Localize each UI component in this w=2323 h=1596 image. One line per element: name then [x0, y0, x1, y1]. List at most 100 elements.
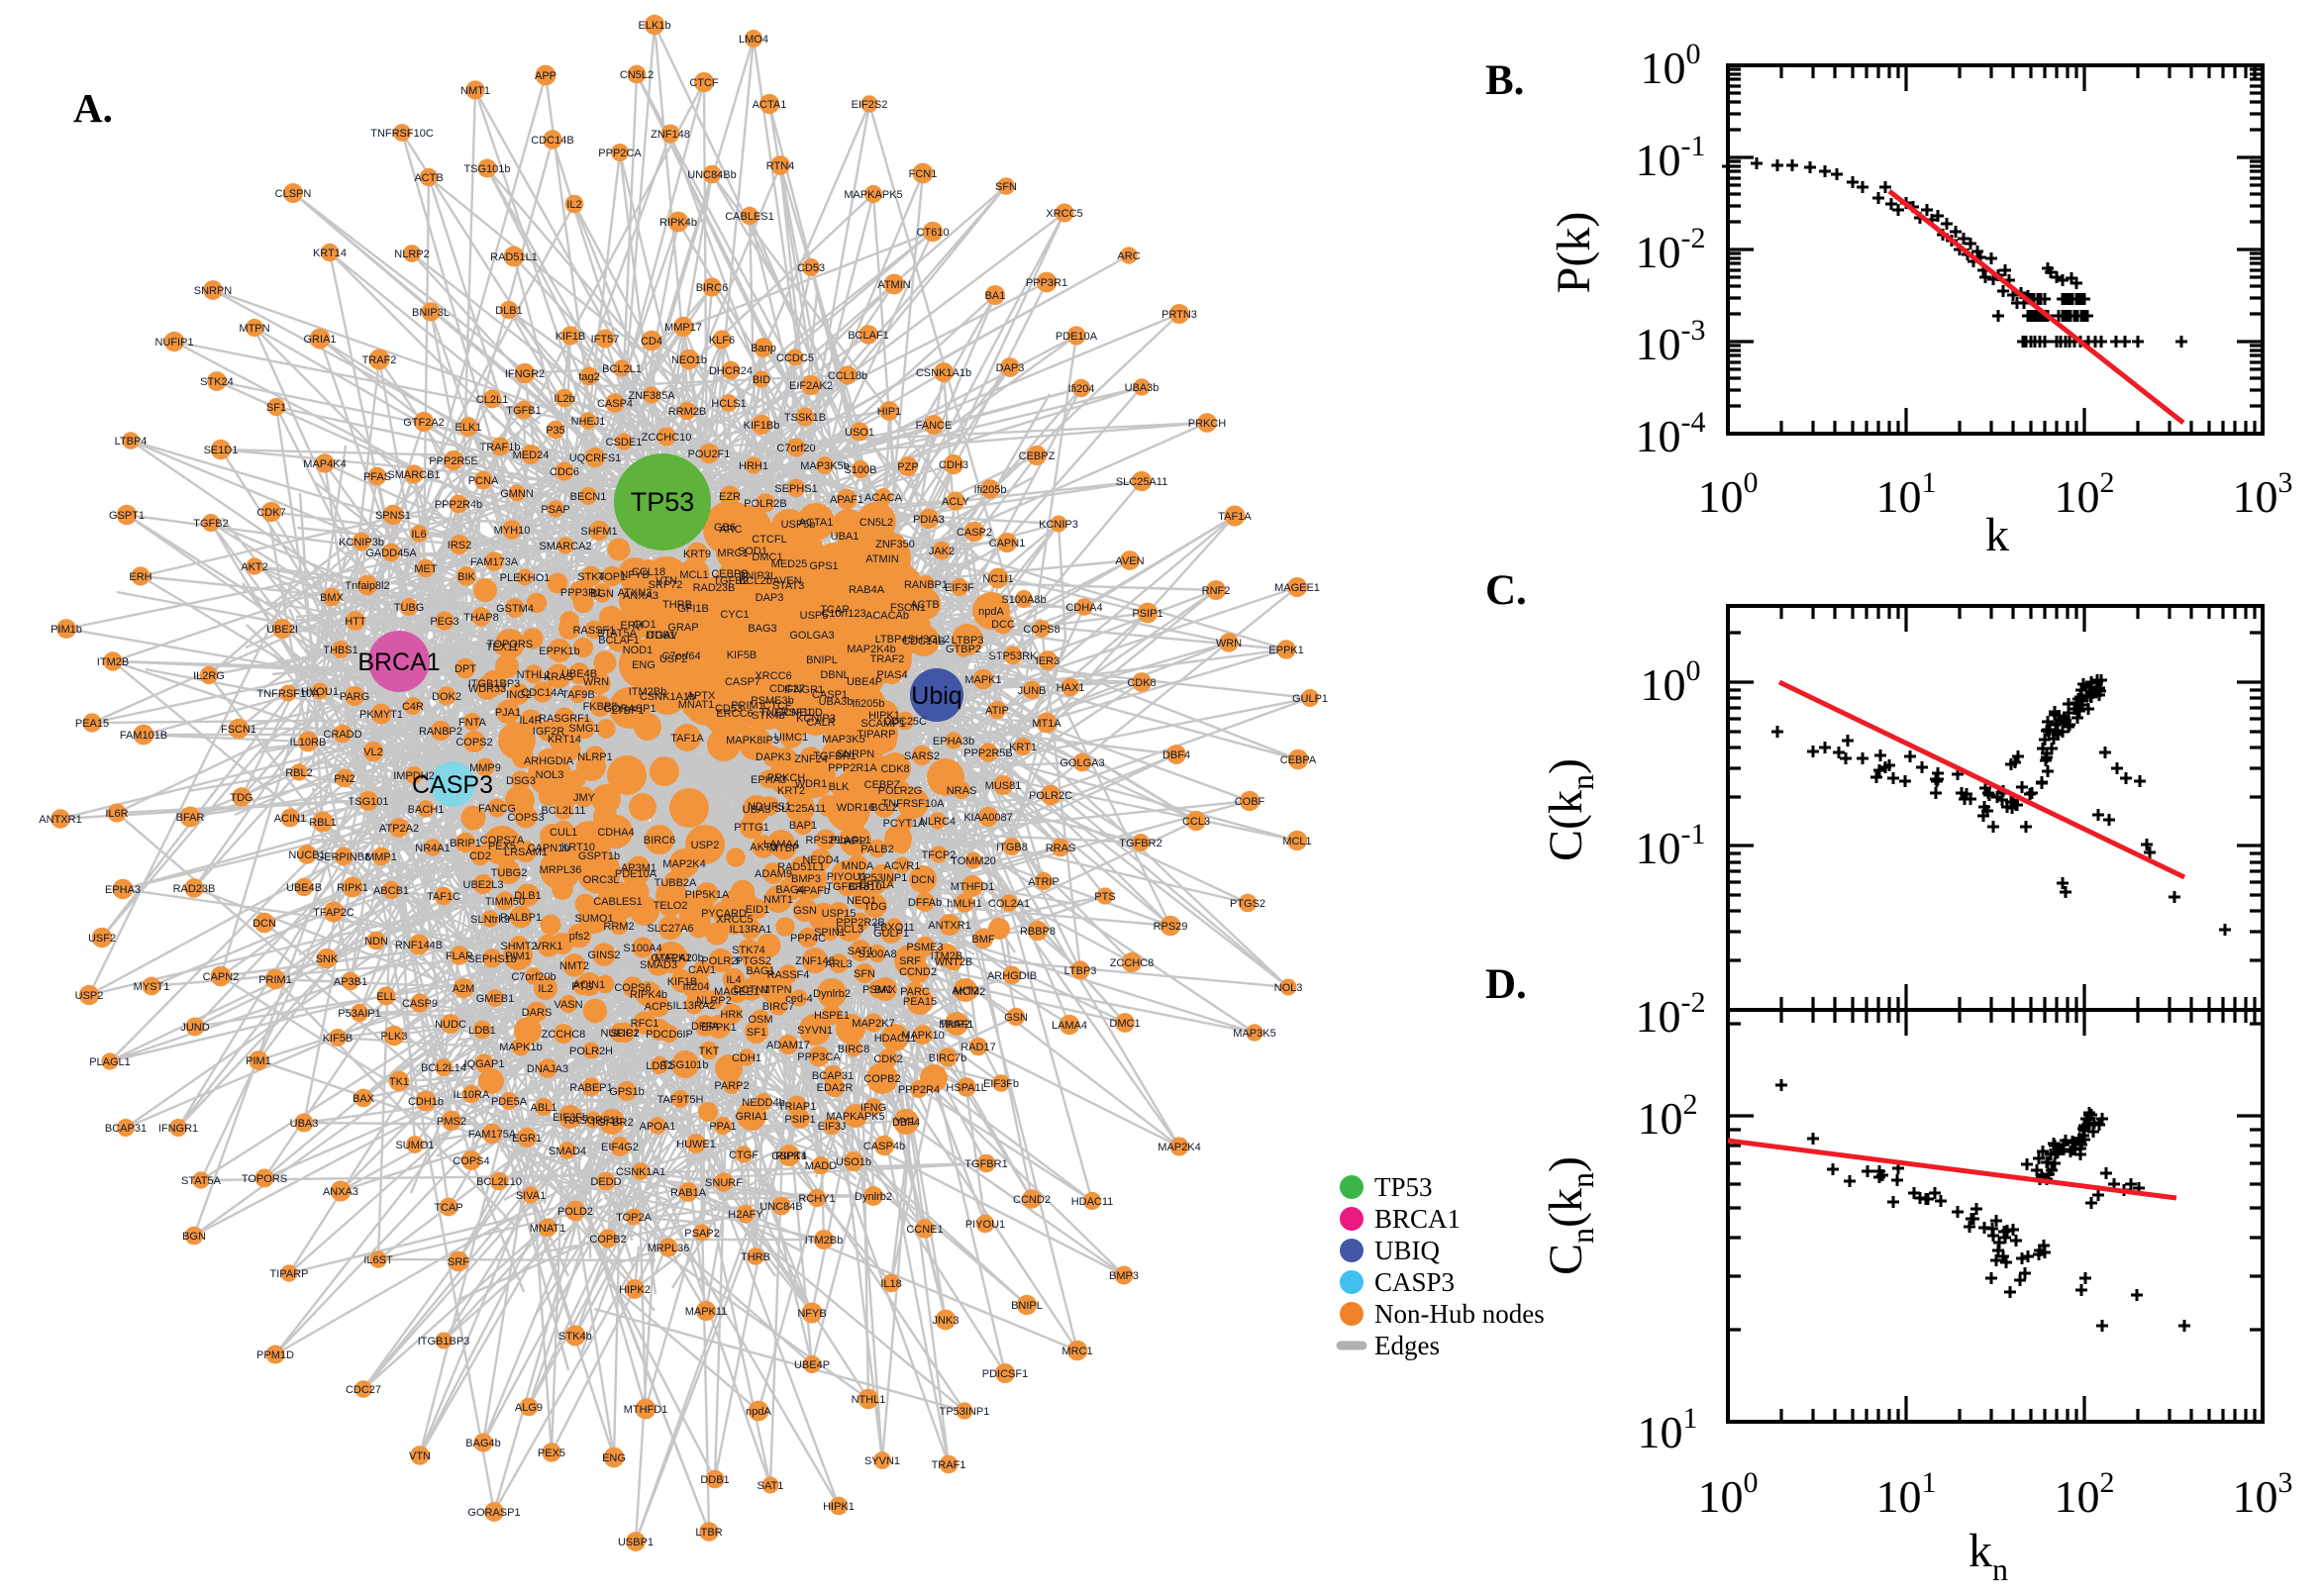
svg-text:TRAF1b: TRAF1b — [480, 442, 521, 453]
svg-text:PEX5: PEX5 — [538, 1447, 565, 1459]
svg-text:USP15: USP15 — [822, 908, 857, 920]
svg-text:RRM2B: RRM2B — [668, 406, 707, 418]
svg-text:BCAP31: BCAP31 — [812, 1070, 854, 1082]
svg-text:NFYB: NFYB — [620, 569, 649, 581]
svg-text:Ifi205b: Ifi205b — [852, 698, 884, 710]
svg-text:TNFRSF10D: TNFRSF10D — [759, 707, 823, 719]
svg-text:UBA3b: UBA3b — [819, 696, 854, 708]
svg-text:SAT1: SAT1 — [848, 946, 874, 957]
svg-text:PMS2: PMS2 — [437, 1116, 466, 1128]
svg-text:CABLES1: CABLES1 — [593, 896, 643, 908]
svg-text:POLR2H: POLR2H — [569, 1046, 613, 1057]
svg-text:TGFB2: TGFB2 — [193, 518, 228, 530]
svg-text:CAPN1b: CAPN1b — [528, 843, 570, 854]
svg-text:CDC27: CDC27 — [346, 1384, 381, 1396]
svg-text:RNF144B: RNF144B — [395, 940, 443, 951]
svg-text:ENG: ENG — [632, 659, 656, 671]
svg-text:A.: A. — [73, 85, 113, 131]
svg-text:EGR1: EGR1 — [512, 1133, 542, 1145]
svg-text:TNFRSF10C: TNFRSF10C — [370, 128, 434, 140]
svg-text:PPP2R2B: PPP2R2B — [836, 917, 885, 929]
svg-text:PPP2R4: PPP2R4 — [898, 1084, 940, 1096]
svg-text:CN5L2: CN5L2 — [859, 517, 893, 529]
svg-text:RIPK4b: RIPK4b — [659, 217, 697, 229]
svg-text:VASN: VASN — [554, 999, 582, 1011]
svg-text:IL4: IL4 — [726, 974, 741, 986]
svg-text:CN5L2: CN5L2 — [620, 69, 654, 81]
svg-text:GORASP1: GORASP1 — [603, 703, 656, 715]
svg-text:FCN1: FCN1 — [909, 168, 938, 180]
svg-text:LTBP3: LTBP3 — [952, 635, 984, 647]
svg-text:CDC25C: CDC25C — [883, 716, 927, 728]
svg-text:SARS2: SARS2 — [904, 750, 940, 762]
svg-text:SLC25A11: SLC25A11 — [1116, 476, 1167, 488]
svg-text:BCL2L11: BCL2L11 — [541, 805, 585, 817]
svg-text:CCL18: CCL18 — [632, 566, 665, 578]
svg-text:STK74: STK74 — [732, 945, 765, 956]
svg-text:CTGF: CTGF — [729, 1149, 758, 1161]
svg-text:JNK3: JNK3 — [933, 1315, 960, 1327]
svg-text:SNRPN: SNRPN — [837, 748, 875, 760]
svg-text:PPM1D: PPM1D — [256, 1349, 294, 1361]
svg-text:MNAT1: MNAT1 — [530, 1223, 565, 1235]
svg-text:TELO2: TELO2 — [654, 900, 688, 912]
svg-text:TOMM20: TOMM20 — [951, 855, 996, 867]
svg-text:TCAP: TCAP — [434, 1202, 462, 1214]
svg-text:ADAM9: ADAM9 — [755, 868, 792, 880]
svg-text:PIP5K1A: PIP5K1A — [685, 889, 730, 901]
svg-text:MRPL36: MRPL36 — [540, 864, 582, 876]
svg-text:UBA3: UBA3 — [743, 804, 771, 816]
svg-text:XRCC6: XRCC6 — [755, 670, 791, 682]
svg-text:RASGRF1b: RASGRF1b — [564, 1115, 622, 1127]
svg-text:RPS29b: RPS29b — [806, 835, 847, 847]
svg-text:CL2L1: CL2L1 — [476, 394, 508, 406]
svg-text:LTBR: LTBR — [695, 1527, 722, 1539]
svg-text:DFFAb: DFFAb — [908, 897, 942, 909]
svg-text:NOL3: NOL3 — [1274, 982, 1303, 994]
svg-text:SDC2: SDC2 — [610, 1028, 639, 1040]
svg-text:UBIQ: UBIQ — [1374, 1236, 1440, 1265]
svg-text:BAP1: BAP1 — [789, 820, 817, 832]
svg-text:Edges: Edges — [1374, 1331, 1440, 1360]
svg-text:UBE4P: UBE4P — [847, 676, 882, 688]
svg-text:EIF2S2: EIF2S2 — [852, 99, 888, 111]
svg-text:NHEJ1: NHEJ1 — [571, 416, 606, 428]
svg-text:EPHA3: EPHA3 — [751, 774, 786, 786]
svg-text:100: 100 — [1698, 466, 1759, 522]
svg-text:UNC84B: UNC84B — [759, 1201, 802, 1213]
svg-text:USP5: USP5 — [800, 610, 829, 622]
svg-text:C7orf20: C7orf20 — [776, 443, 815, 454]
svg-text:TCAP: TCAP — [820, 604, 849, 616]
svg-text:GSTM4: GSTM4 — [496, 603, 534, 615]
svg-text:LTBP4: LTBP4 — [115, 436, 148, 448]
svg-text:DAP3: DAP3 — [996, 362, 1025, 374]
svg-text:CSDE1: CSDE1 — [606, 437, 643, 449]
svg-text:BAG4: BAG4 — [775, 884, 804, 896]
svg-text:MAP2K4b: MAP2K4b — [847, 644, 896, 655]
svg-text:C7orf64: C7orf64 — [661, 650, 700, 662]
svg-text:KRT10: KRT10 — [561, 842, 595, 853]
svg-text:IL10RA: IL10RA — [454, 1089, 490, 1101]
svg-text:POLD2: POLD2 — [557, 1206, 593, 1218]
svg-text:CAPN2: CAPN2 — [203, 971, 240, 983]
svg-text:ARHGDIA: ARHGDIA — [524, 755, 574, 767]
svg-text:TGFBR1: TGFBR1 — [813, 750, 856, 762]
svg-text:TFCP2: TFCP2 — [922, 849, 957, 861]
svg-text:STK24: STK24 — [200, 376, 234, 388]
svg-text:MAPKAPK5: MAPKAPK5 — [826, 1111, 884, 1123]
svg-text:UBE2I: UBE2I — [266, 624, 298, 636]
svg-text:TP53INP1: TP53INP1 — [940, 1406, 990, 1418]
svg-text:KCNIP3: KCNIP3 — [1039, 519, 1078, 531]
svg-text:KIF1Bb: KIF1Bb — [744, 420, 780, 432]
svg-text:ING2: ING2 — [506, 689, 532, 701]
svg-text:ACIN1: ACIN1 — [573, 979, 605, 991]
svg-text:RBBP8: RBBP8 — [1020, 926, 1056, 938]
svg-text:MAPK1: MAPK1 — [964, 674, 1001, 686]
svg-text:CEBPZ: CEBPZ — [1019, 450, 1056, 462]
svg-text:CD53: CD53 — [797, 262, 825, 274]
svg-text:EPPK1: EPPK1 — [1268, 645, 1303, 656]
svg-text:JMY: JMY — [573, 792, 596, 804]
svg-text:PRIM1: PRIM1 — [258, 974, 292, 986]
svg-text:APAF1: APAF1 — [830, 494, 863, 506]
svg-text:npdA: npdA — [746, 1406, 771, 1418]
